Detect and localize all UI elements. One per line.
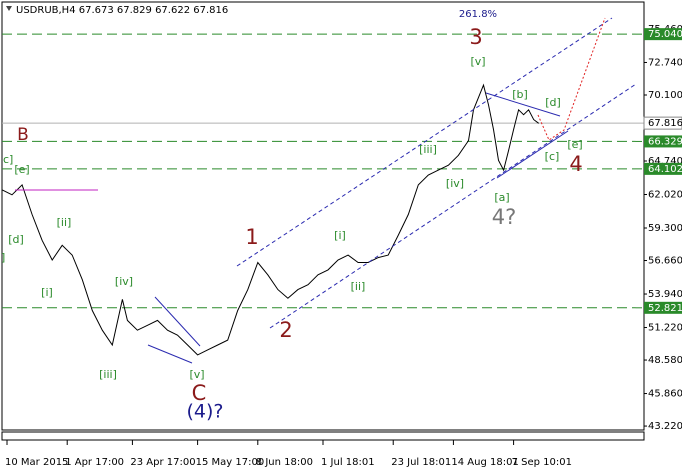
x-tick-label: 23 Apr 17:00: [130, 457, 195, 468]
annotation: c]: [3, 153, 13, 166]
annotation: [i]: [41, 286, 53, 299]
wedge-line: [485, 92, 561, 117]
menu-icon: [6, 6, 12, 11]
annotation: 261.8%: [459, 9, 497, 20]
level-box: [644, 28, 682, 41]
annotation: [e]: [14, 163, 29, 176]
level-label: 66.329: [648, 136, 682, 147]
y-tick-label: 59.300: [648, 223, 682, 234]
annotation: 1: [245, 225, 258, 249]
current-price-label: 67.816: [648, 118, 682, 129]
annotation: [d]: [545, 96, 561, 109]
current-price-box: [643, 116, 682, 130]
channel-line: [236, 17, 613, 267]
wedge-line: [147, 344, 193, 364]
x-tick-label: 1 Jul 18:01: [321, 457, 375, 468]
annotation: [c]: [545, 150, 560, 163]
level-box: [644, 301, 682, 314]
annotation: C: [192, 381, 207, 405]
price-line: [1, 83, 539, 356]
annotation: (4)?: [187, 401, 224, 423]
level-box: [644, 135, 682, 148]
annotation: [d]: [8, 233, 24, 246]
annotation: [ii]: [57, 216, 72, 229]
annotation: 4: [569, 152, 582, 176]
y-tick-label: 43.220: [648, 421, 682, 432]
y-tick-label: 70.100: [648, 90, 682, 101]
annotation: ]: [1, 251, 5, 264]
x-tick-label: 15 May 17:00: [196, 457, 265, 468]
projection: [537, 17, 606, 141]
annotation: 2: [279, 318, 292, 342]
level-label: 64.102: [648, 164, 682, 175]
annotation: [b]: [512, 88, 528, 101]
y-tick-label: 48.580: [648, 355, 682, 366]
y-tick-label: 51.220: [648, 323, 682, 334]
annotation: [iii]: [419, 143, 437, 156]
channel-line: [269, 83, 637, 329]
x-tick-label: 23 Jul 18:01: [391, 457, 451, 468]
level-label: 75.040: [648, 29, 682, 40]
x-tick-label: 14 Aug 18:01: [451, 457, 518, 468]
wedge-line: [154, 296, 201, 347]
annotation: 3: [469, 25, 482, 49]
chart-title: USDRUB,H4 67.673 67.829 67.622 67.816: [16, 5, 228, 16]
annotation: 4?: [492, 205, 517, 229]
wedge-line: [496, 130, 569, 179]
annotation: [i]: [334, 229, 346, 242]
annotation: [iv]: [115, 275, 133, 288]
y-tick-label: 64.740: [648, 156, 682, 167]
x-tick-label: 8 Jun 18:00: [256, 457, 313, 468]
y-tick-label: 53.940: [648, 289, 682, 300]
y-tick-label: 72.740: [648, 57, 682, 68]
annotation: [a]: [494, 191, 509, 204]
x-tick-label: 7 Sep 10:01: [512, 457, 572, 468]
x-tick-label: 1 Apr 17:00: [65, 457, 124, 468]
plot-frame: [1, 1, 645, 431]
annotation: B: [17, 125, 29, 145]
y-tick-label: 45.860: [648, 389, 682, 400]
annotation: [e]: [567, 138, 582, 151]
annotation: [ii]: [351, 280, 366, 293]
y-tick-label: 56.660: [648, 256, 682, 267]
annotation: [v]: [470, 55, 485, 68]
level-box: [644, 162, 682, 175]
y-tick-label: 62.020: [648, 190, 682, 201]
annotation: [iii]: [99, 368, 117, 381]
annotation: [v]: [189, 368, 204, 381]
level-label: 52.821: [648, 303, 682, 314]
annotation: [iv]: [446, 177, 464, 190]
x-tick-label: 10 Mar 2015: [5, 457, 68, 468]
